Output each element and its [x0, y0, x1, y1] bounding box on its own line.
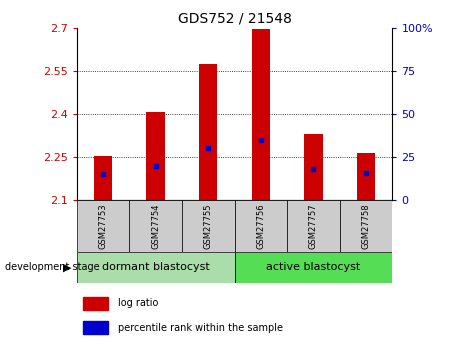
FancyBboxPatch shape: [235, 200, 287, 252]
Title: GDS752 / 21548: GDS752 / 21548: [178, 11, 291, 25]
FancyBboxPatch shape: [287, 200, 340, 252]
Text: GSM27756: GSM27756: [256, 203, 265, 249]
Text: log ratio: log ratio: [118, 298, 158, 308]
Text: GSM27758: GSM27758: [362, 203, 371, 249]
FancyBboxPatch shape: [182, 200, 235, 252]
Bar: [357, 152, 375, 200]
FancyBboxPatch shape: [77, 252, 235, 283]
FancyBboxPatch shape: [129, 200, 182, 252]
Text: active blastocyst: active blastocyst: [267, 263, 360, 272]
Text: GSM27754: GSM27754: [151, 203, 160, 249]
Bar: [83, 297, 108, 310]
Bar: [199, 63, 217, 200]
Bar: [252, 29, 270, 200]
FancyBboxPatch shape: [235, 252, 392, 283]
Text: GSM27753: GSM27753: [98, 203, 107, 249]
Text: GSM27755: GSM27755: [204, 203, 213, 249]
Bar: [94, 156, 112, 200]
Text: GSM27757: GSM27757: [309, 203, 318, 249]
Bar: [304, 134, 322, 200]
Text: percentile rank within the sample: percentile rank within the sample: [118, 323, 283, 333]
Text: development stage: development stage: [5, 263, 99, 272]
FancyBboxPatch shape: [77, 200, 129, 252]
FancyBboxPatch shape: [340, 200, 392, 252]
Bar: [147, 112, 165, 200]
Bar: [83, 321, 108, 334]
Text: ▶: ▶: [64, 263, 72, 272]
Text: dormant blastocyst: dormant blastocyst: [102, 263, 209, 272]
